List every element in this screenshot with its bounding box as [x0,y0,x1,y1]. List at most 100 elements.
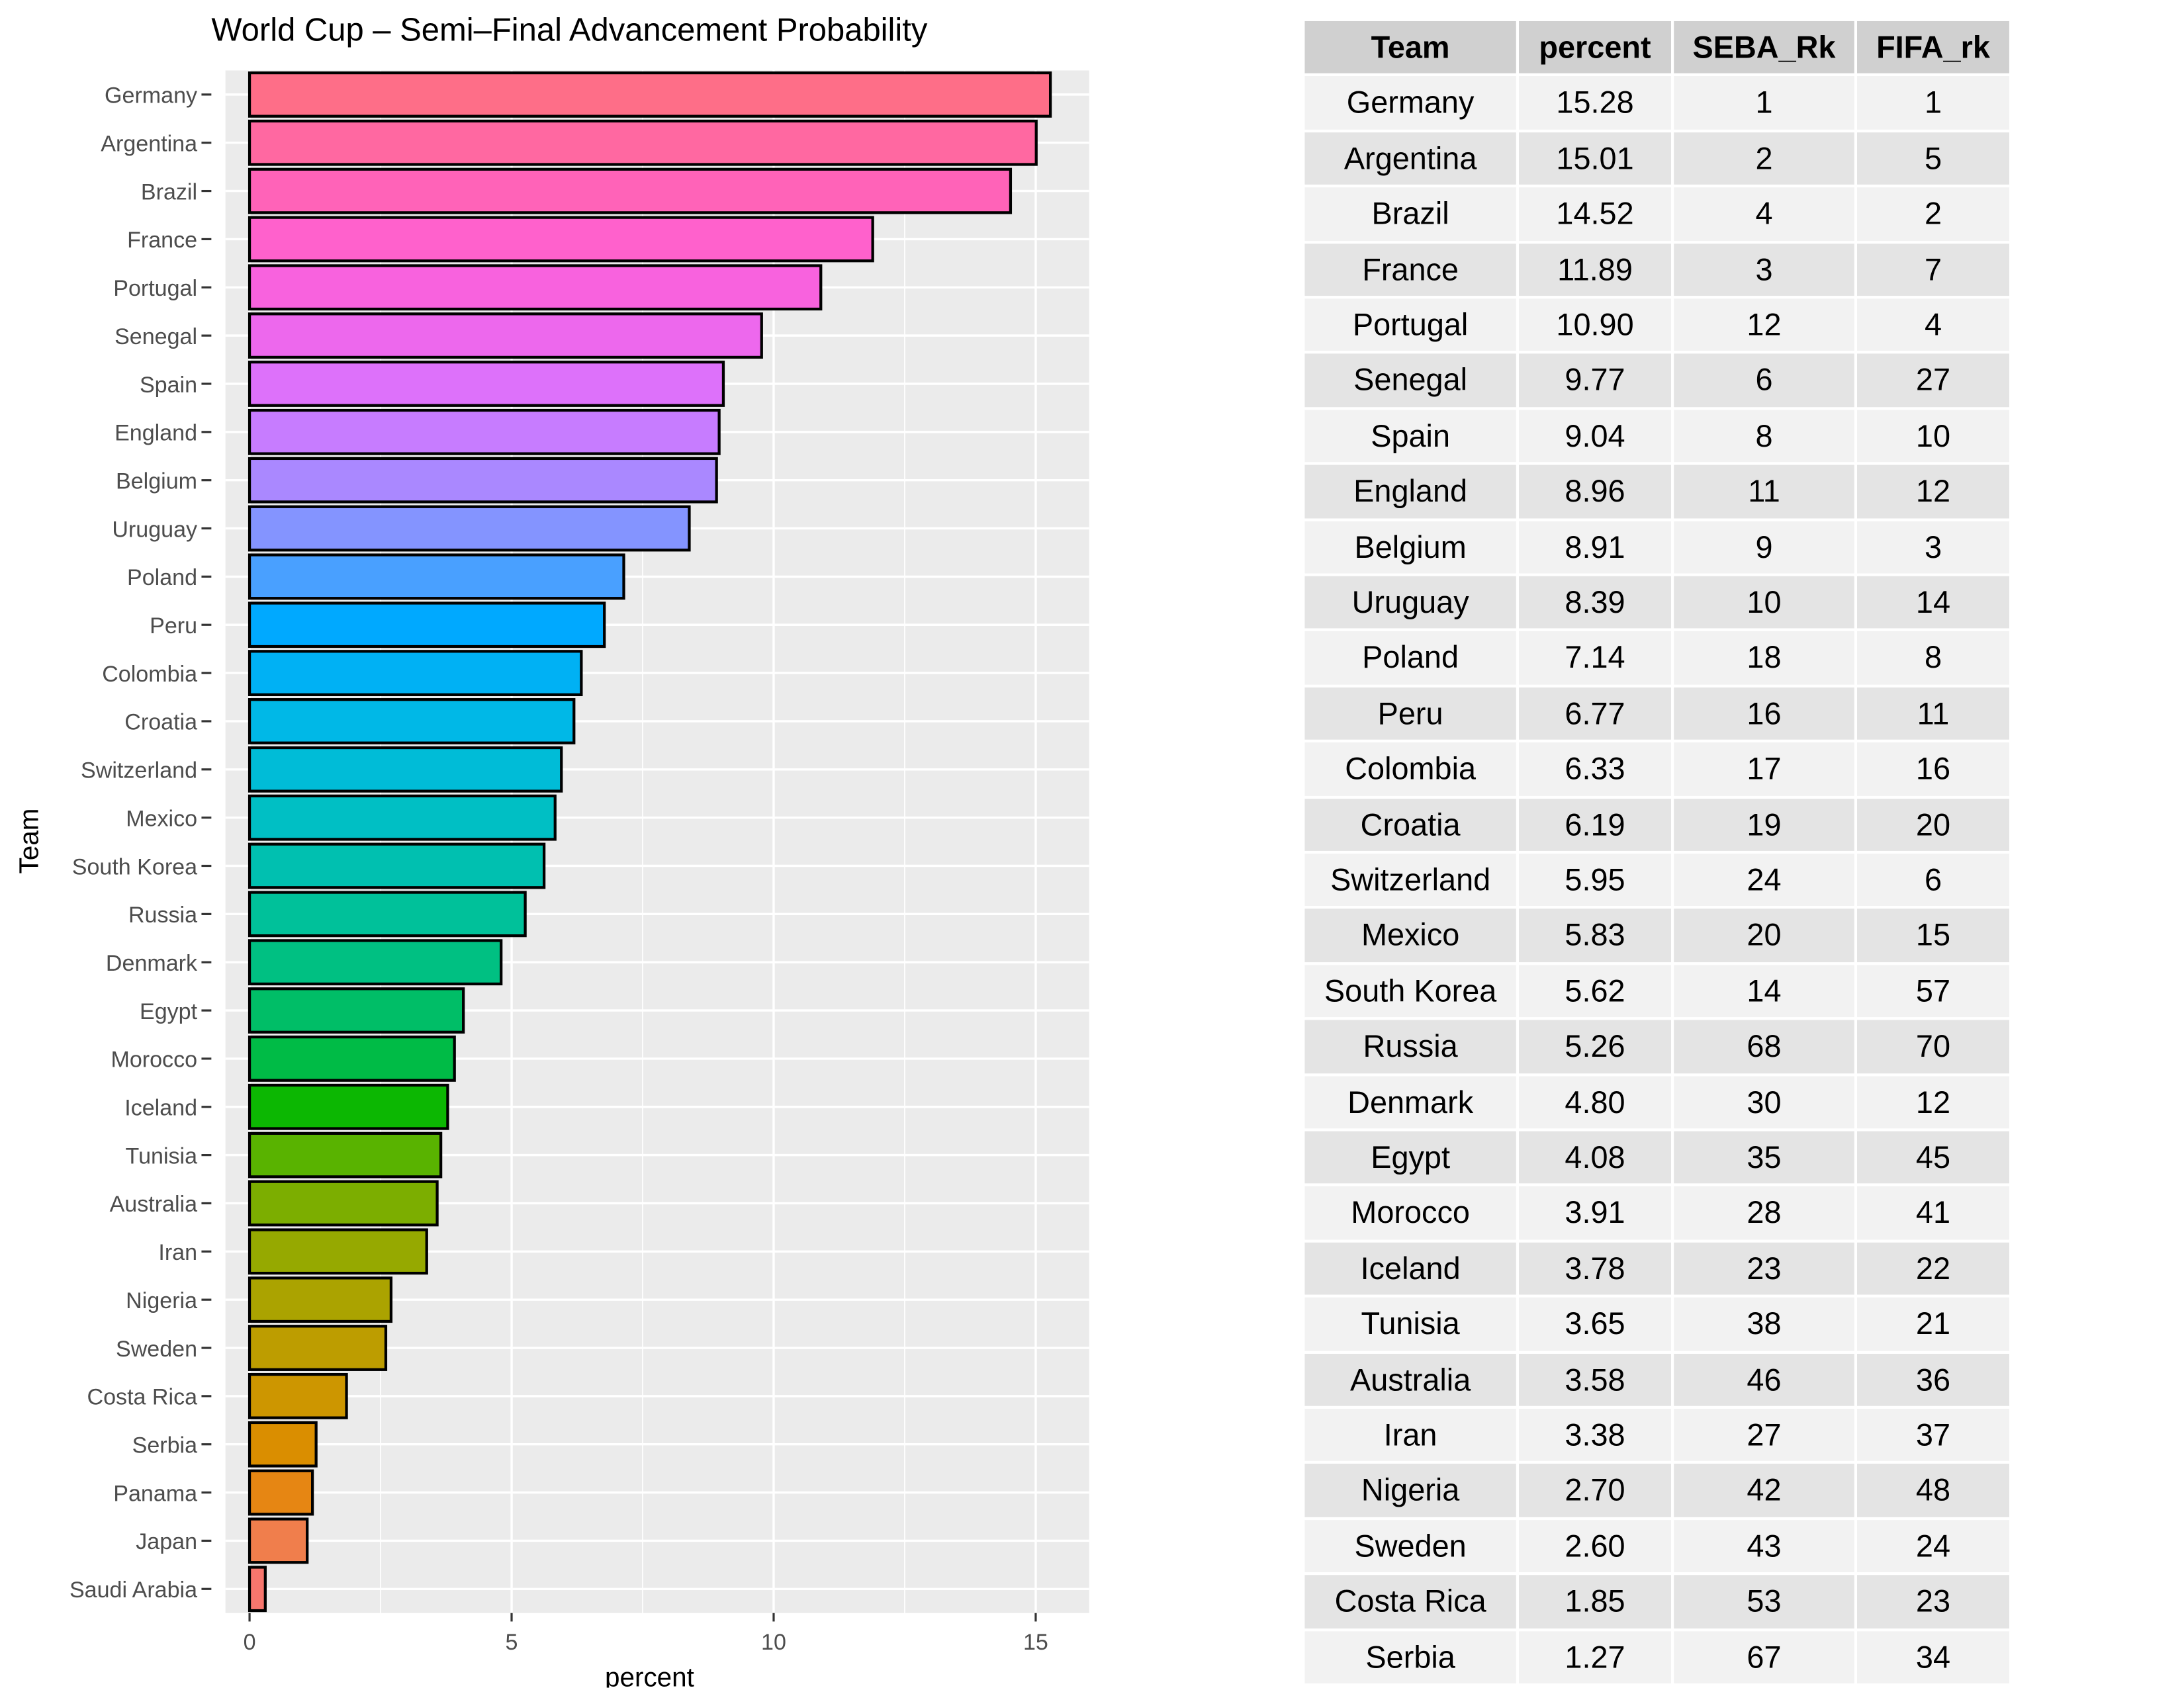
bar-chart: World Cup – Semi–Final Advancement Proba… [13,13,1089,1688]
table-cell: 1.27 [1519,1630,1671,1684]
table-cell: 4.08 [1519,1131,1671,1184]
table-cell: 48 [1857,1464,2009,1517]
table-cell: 28 [1674,1186,1854,1240]
table-cell: Mexico [1304,909,1516,962]
bar-south-korea [248,842,546,889]
bar-sweden [248,1325,388,1371]
table-cell: 4 [1857,298,2009,351]
table-cell: 10.90 [1519,298,1671,351]
y-tick-label: Switzerland [81,758,197,783]
table-cell: Nigeria [1304,1464,1516,1517]
y-tick-label: Brazil [141,179,197,204]
y-tick-label: Argentina [101,132,197,157]
table-cell: 46 [1674,1353,1854,1406]
table-cell: Denmark [1304,1075,1516,1129]
y-tick-label: Germany [105,83,197,109]
bar-mexico [248,794,557,841]
table-cell: 24 [1674,854,1854,907]
table-cell: Peru [1304,687,1516,740]
table-cell: Germany [1304,76,1516,130]
table-cell: 1 [1857,76,2009,130]
table-cell: 27 [1857,354,2009,407]
table-cell: Belgium [1304,520,1516,574]
table-cell: 6 [1857,854,2009,907]
table-cell: Iran [1304,1409,1516,1462]
table-cell: 15 [1857,909,2009,962]
y-tick-label: Sweden [116,1337,197,1362]
bar-brazil [248,167,1013,214]
chart-title: World Cup – Semi–Final Advancement Proba… [211,13,928,48]
y-tick-label: Iran [158,1240,197,1265]
table-cell: Iceland [1304,1242,1516,1295]
y-tick-label: Panama [113,1481,197,1506]
table-cell: 9.04 [1519,410,1671,463]
bar-england [248,408,721,455]
y-tick-label: Japan [136,1529,197,1554]
bar-france [248,216,874,263]
table-cell: 16 [1674,687,1854,740]
bar-serbia [248,1421,318,1468]
table-header-cell: FIFA_rk [1857,21,2009,74]
y-axis-title: Team [13,809,44,874]
y-tick-label: Serbia [132,1433,197,1458]
bar-costa-rica [248,1372,348,1419]
y-tick-label: Egypt [140,999,198,1024]
table-cell: 12 [1857,465,2009,518]
table-cell: 67 [1674,1630,1854,1684]
table-cell: 34 [1857,1630,2009,1684]
table-cell: Portugal [1304,298,1516,351]
y-tick-label: Denmark [106,951,198,976]
table-cell: Switzerland [1304,854,1516,907]
table-cell: 8 [1674,410,1854,463]
table-header-cell: SEBA_Rk [1674,21,1854,74]
table-cell: Serbia [1304,1630,1516,1684]
table-cell: 11.89 [1519,243,1671,296]
table-cell: 4.80 [1519,1075,1671,1129]
table-cell: 27 [1674,1409,1854,1462]
bar-peru [248,601,606,648]
table-cell: 3 [1857,520,2009,574]
table-cell: Morocco [1304,1186,1516,1240]
y-tick-label: Senegal [114,324,197,349]
bar-egypt [248,987,465,1034]
table-cell: 23 [1857,1575,2009,1628]
table-cell: 20 [1674,909,1854,962]
table-cell: 3.38 [1519,1409,1671,1462]
y-tick-label: Spain [140,373,197,398]
bar-spain [248,361,725,407]
table-cell: 5.62 [1519,964,1671,1018]
y-tick-label: Morocco [111,1047,197,1073]
table-cell: 37 [1857,1409,2009,1462]
bar-iran [248,1228,428,1275]
bar-nigeria [248,1276,393,1323]
table-cell: 18 [1674,631,1854,685]
bar-uruguay [248,505,691,552]
table-cell: 12 [1857,1075,2009,1129]
table-cell: 24 [1857,1519,2009,1573]
table-cell: 7 [1857,243,2009,296]
table-cell: Poland [1304,631,1516,685]
table-cell: 41 [1857,1186,2009,1240]
table-cell: Argentina [1304,132,1516,185]
table-cell: 3.58 [1519,1353,1671,1406]
bar-colombia [248,650,583,697]
y-tick-label: Mexico [126,806,197,831]
table-cell: 15.28 [1519,76,1671,130]
bar-portugal [248,264,823,311]
bar-belgium [248,457,718,504]
table-cell: 5.95 [1519,854,1671,907]
table-cell: England [1304,465,1516,518]
bar-russia [248,891,527,938]
y-tick-label: Peru [150,613,197,639]
table-cell: 3.65 [1519,1298,1671,1351]
table-cell: 4 [1674,187,1854,241]
table-header-cell: percent [1519,21,1671,74]
table-cell: Australia [1304,1353,1516,1406]
table-cell: 43 [1674,1519,1854,1573]
y-tick-label: Uruguay [112,517,197,542]
y-tick-label: Portugal [113,276,197,301]
table-cell: 5.26 [1519,1020,1671,1073]
bar-switzerland [248,746,563,793]
y-tick-label: Croatia [124,710,197,735]
